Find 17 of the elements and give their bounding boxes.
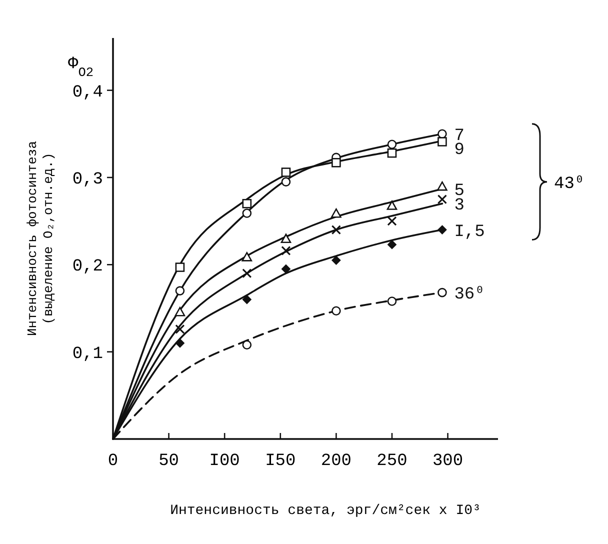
- y-tick-label: 0,3: [72, 170, 103, 190]
- y-tick-label: 0,1: [72, 344, 103, 364]
- y-tick-label: 0,2: [72, 258, 103, 277]
- y-axis-title: Интенсивность фотосинтеза (выделение O₂,отн.ед.): [25, 140, 56, 336]
- text: Φ$_{O2}$: [68, 55, 94, 80]
- x-tick-label: I50: [265, 452, 296, 471]
- x-tick-label: 50: [158, 452, 179, 471]
- x-tick-label: 0: [108, 452, 118, 471]
- x-tick-label: 200: [320, 452, 352, 471]
- y-tick-label: 0,4: [72, 83, 103, 102]
- x-axis-title: Интенсивность света, эрг/см²сек x I0³: [170, 503, 481, 519]
- series-label: 36⁰: [454, 286, 485, 305]
- series-label: I,5: [454, 222, 485, 242]
- x-tick-label: 300: [432, 452, 464, 471]
- x-tick-label: 250: [376, 452, 408, 471]
- x-tick-label: I00: [209, 452, 240, 471]
- text: 43⁰: [554, 174, 585, 194]
